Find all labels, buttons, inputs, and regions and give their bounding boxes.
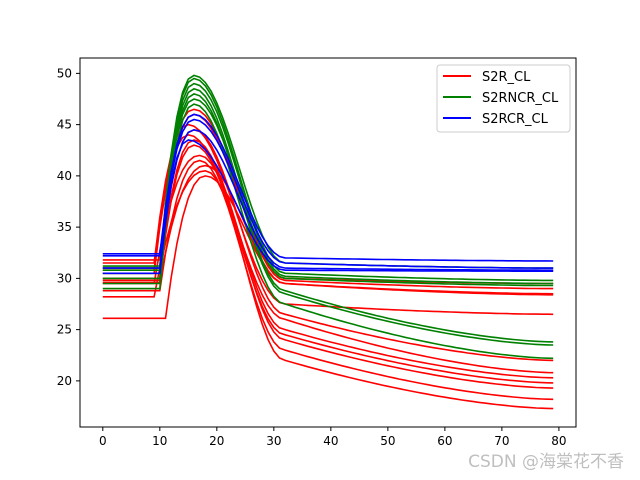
- series-line-s2rcr-cl-2: [102, 118, 554, 269]
- y-tick-label: 20: [57, 374, 72, 388]
- x-tick-label: 60: [437, 434, 452, 448]
- series-line-s2r-cl-2: [102, 159, 554, 401]
- series-line-s2r-cl-4: [102, 144, 554, 384]
- plot-frame: [79, 57, 577, 428]
- series-line-s2r-cl-3: [102, 154, 554, 389]
- series-line-s2r-cl-10: [102, 164, 554, 295]
- series-line-s2rcr-cl-1: [102, 128, 554, 271]
- y-tick-label: 35: [57, 220, 72, 234]
- y-axis: 20 25 30 35 40 45 50: [57, 66, 80, 388]
- x-tick-label: 20: [209, 434, 224, 448]
- y-tick-label: 40: [57, 169, 72, 183]
- legend-frame: [436, 64, 571, 133]
- legend: S2R_CL S2RNCR_CL S2RCR_CL: [436, 64, 571, 133]
- y-tick-label: 25: [57, 323, 72, 337]
- legend-label-s2rncr-cl: S2RNCR_CL: [482, 91, 559, 106]
- x-tick-label: 40: [323, 434, 338, 448]
- x-tick-label: 10: [152, 434, 167, 448]
- x-tick-label: 70: [494, 434, 509, 448]
- y-tick-label: 45: [57, 118, 72, 132]
- legend-label-s2rcr-cl: S2RCR_CL: [482, 112, 549, 127]
- x-tick-label: 0: [99, 434, 107, 448]
- curves-layer: [102, 74, 554, 410]
- series-line-s2rncr-cl-6: [102, 98, 554, 287]
- watermark: CSDN @海棠花不香: [468, 452, 624, 472]
- y-tick-label: 30: [57, 271, 72, 285]
- series-line-s2rcr-cl-3: [102, 113, 554, 262]
- series-line-s2r-cl-5: [102, 139, 554, 379]
- series-line-s2rncr-cl-2: [102, 87, 554, 343]
- legend-label-s2r-cl: S2R_CL: [482, 70, 531, 85]
- x-tick-label: 30: [266, 434, 281, 448]
- y-tick-label: 50: [57, 66, 72, 80]
- x-axis: 0 10 20 30 40 50 60 70 80: [99, 427, 567, 448]
- x-tick-label: 80: [551, 434, 566, 448]
- series-line-s2rncr-cl-3: [102, 82, 554, 285]
- x-tick-label: 50: [380, 434, 395, 448]
